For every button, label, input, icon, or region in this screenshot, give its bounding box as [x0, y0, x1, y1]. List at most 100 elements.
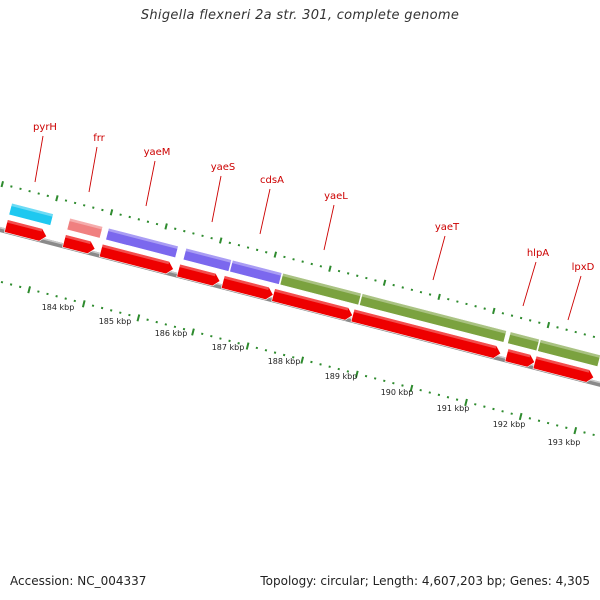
scale-label: 193 kbp	[548, 438, 581, 447]
scale-tick	[264, 349, 268, 352]
scale-tick	[546, 421, 550, 425]
outer-tick	[301, 260, 304, 263]
gene-bar-shine	[539, 339, 600, 358]
gene-bar-shine	[107, 228, 179, 250]
gene-bar-shine	[11, 203, 54, 217]
outer-tick	[556, 326, 559, 329]
scale-tick	[91, 304, 95, 307]
scale-tick	[583, 431, 586, 434]
outer-tick	[55, 195, 59, 202]
outer-tick	[583, 333, 587, 336]
scale-tick	[245, 342, 250, 350]
gene-label-hlpA: hlpA	[527, 248, 549, 259]
outer-tick	[437, 293, 441, 301]
outer-tick	[273, 251, 278, 258]
outer-tick	[19, 187, 22, 191]
scale-tick	[292, 356, 295, 359]
scale-tick	[565, 426, 568, 429]
scale-tick	[528, 417, 532, 420]
scale-tick	[0, 280, 4, 284]
outer-tick	[37, 192, 40, 195]
cds-arrow-shine	[64, 234, 91, 244]
scale-tick	[455, 398, 459, 401]
scale-tick	[383, 379, 386, 383]
outer-tick	[228, 241, 232, 245]
outer-tick	[356, 274, 359, 277]
gene-bar-shine	[185, 248, 232, 263]
scale-tick	[337, 367, 340, 371]
scale-tick	[392, 381, 395, 385]
scale-tick	[537, 419, 541, 422]
cds-arrow	[98, 243, 174, 275]
outer-tick	[64, 199, 68, 202]
scale-label: 190 kbp	[381, 388, 414, 397]
gene-bar-hlpA	[507, 331, 540, 352]
scale-tick	[510, 412, 513, 415]
outer-tick	[137, 218, 141, 221]
scale-tick	[518, 412, 523, 421]
scale-tick	[255, 346, 259, 350]
outer-tick	[292, 258, 295, 261]
gene-label-yaeL: yaeL	[324, 191, 348, 202]
scale-tick	[474, 403, 477, 406]
outer-tick	[410, 288, 414, 292]
scale-tick	[119, 311, 122, 314]
scale-tick	[173, 325, 177, 329]
outer-tick	[319, 265, 323, 268]
outer-tick	[201, 234, 204, 238]
outer-tick	[310, 262, 313, 266]
scale-tick	[55, 295, 58, 298]
scale-tick	[501, 410, 504, 413]
gene-bar-cdsA	[229, 259, 283, 285]
scale-tick	[201, 332, 204, 336]
scale-label: 188 kbp	[268, 357, 301, 366]
outer-tick	[155, 222, 159, 226]
scale-tick	[100, 306, 104, 310]
outer-tick	[483, 307, 486, 310]
outer-tick	[246, 246, 250, 249]
outer-tick	[428, 293, 432, 296]
outer-tick	[401, 286, 404, 289]
outer-tick	[528, 319, 532, 322]
gene-label-cdsA: cdsA	[260, 175, 284, 186]
outer-tick	[382, 279, 387, 286]
cds-arrow-shine	[535, 355, 590, 373]
gene-label-frr: frr	[93, 133, 105, 144]
leader-line	[432, 235, 446, 281]
scale-tick	[310, 360, 313, 364]
cds-arrow-shine	[223, 275, 270, 290]
cds-arrow	[62, 234, 96, 254]
scale-tick	[446, 396, 450, 399]
outer-tick	[101, 208, 104, 212]
outer-tick	[392, 283, 395, 287]
gene-bar-shine	[361, 293, 507, 334]
outer-tick	[164, 223, 168, 230]
outer-tick	[173, 227, 177, 230]
gene-layer	[8, 202, 600, 368]
outer-tick	[92, 206, 95, 209]
gene-bar-frr	[66, 217, 104, 239]
outer-tick	[456, 300, 459, 303]
outer-tick-row	[0, 180, 596, 339]
outer-tick	[474, 305, 477, 308]
scale-tick	[228, 339, 231, 343]
cds-layer	[3, 219, 595, 383]
scale-tick	[437, 393, 441, 397]
scale-tick	[164, 323, 168, 326]
scale-tick	[182, 327, 186, 331]
scale-tick	[9, 283, 13, 286]
accession-text: Accession: NC_004337	[10, 574, 147, 588]
outer-tick	[283, 255, 286, 259]
scale-tick	[18, 285, 22, 289]
scale-tick	[282, 353, 286, 357]
cds-arrow	[220, 275, 274, 300]
scale-label: 191 kbp	[437, 404, 470, 413]
leader-line	[522, 261, 537, 307]
cds-arrow	[271, 288, 354, 321]
scale-tick	[37, 290, 40, 293]
outer-tick	[10, 185, 13, 188]
scale-tick	[328, 365, 331, 368]
outer-tick	[519, 316, 523, 320]
scale-tick	[155, 320, 158, 324]
